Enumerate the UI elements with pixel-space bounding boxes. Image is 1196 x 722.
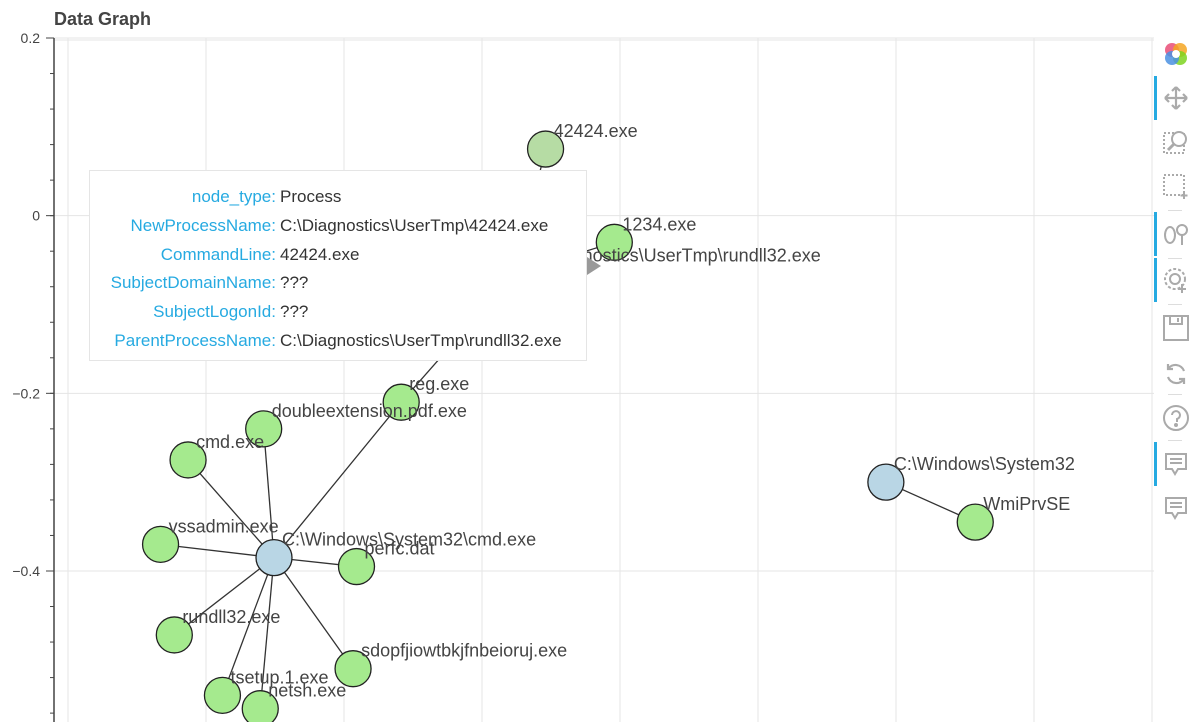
save-icon[interactable] — [1160, 312, 1192, 344]
node-label-n1234: 1234.exe — [622, 214, 696, 234]
node-nwmi — [956, 503, 994, 541]
tooltip-key: NewProcessName: — [130, 216, 277, 236]
hover-icon-2[interactable] — [1160, 492, 1192, 524]
tooltip-row: ParentProcessName: C:\Diagnostics\UserTmp… — [90, 326, 586, 355]
node-nnetsh — [241, 690, 279, 722]
tooltip-value: C:\Diagnostics\UserTmp\rundll32.exe — [280, 330, 562, 350]
y-axis: 0.2 0 −0.2 −0.4 — [12, 30, 55, 722]
tooltip-value: C:\Diagnostics\UserTmp\42424.exe — [280, 216, 549, 236]
edge-line — [160, 543, 275, 559]
toolbar-divider — [1168, 210, 1182, 211]
tooltip-value: ??? — [280, 302, 309, 322]
node-label-nvss: vssadmin.exe — [169, 516, 279, 536]
node-cmd_parent — [255, 539, 293, 577]
edge-line — [221, 557, 275, 696]
node-label-n42424: 42424.exe — [554, 121, 638, 141]
network-plot[interactable]: 0.2 0 −0.2 −0.4 C:\Windows\System32\cmd.exe… — [0, 0, 1154, 722]
edge-line — [259, 557, 275, 709]
tooltip-value: 42424.exe — [280, 244, 360, 264]
node-ndouble — [245, 410, 283, 448]
node-nrundll — [155, 616, 193, 654]
reset-icon[interactable] — [1160, 358, 1192, 390]
zoom-icon[interactable] — [1160, 126, 1192, 158]
node-n1234 — [595, 223, 633, 261]
node-wmi_parent — [867, 463, 905, 501]
edge-line — [173, 557, 275, 636]
toolbar-divider — [1168, 394, 1182, 395]
tooltip-key: CommandLine: — [160, 244, 276, 264]
node-label-ncmd: cmd.exe — [196, 432, 264, 452]
node-label-ndouble: doubleextension.pdf.exe — [272, 401, 467, 421]
toolbar-divider — [1168, 258, 1182, 259]
y-tick-label: 0.2 — [21, 30, 41, 46]
edge-line — [273, 557, 354, 670]
node-ntsetup — [203, 676, 242, 715]
tooltip-row: SubjectDomainName:??? — [90, 269, 586, 298]
toolbar-divider — [1168, 304, 1182, 305]
lasso-icon[interactable] — [1154, 212, 1192, 256]
tooltip-row: node_type: Process — [90, 183, 586, 212]
toolbar-divider — [1168, 440, 1182, 441]
edge-line — [273, 401, 402, 559]
chart-title: Data Graph — [54, 9, 152, 29]
node-label-nperfc: perfc.dat — [365, 539, 435, 559]
node-label-wmi_parent: C:\Windows\System32 — [894, 454, 1075, 474]
tooltip-row: CommandLine: 42424.exe — [90, 240, 586, 269]
edge-line — [187, 459, 275, 559]
tooltip-key: SubjectLogonId: — [153, 302, 276, 322]
node-label-nreg: reg.exe — [409, 374, 469, 394]
node-label-ntsetup: tsetup.1.exe — [230, 667, 328, 687]
y-tick-label: −0.2 — [12, 385, 40, 401]
tooltip-value: ??? — [280, 273, 309, 293]
node-nreg — [382, 383, 420, 421]
toolbar — [1154, 36, 1196, 722]
tooltip-row: SubjectLogonId:??? — [90, 298, 586, 327]
node-label-nsdop: sdopfjiowtbkjfnbeioruj.exe — [361, 641, 567, 661]
y-tick-label: −0.4 — [12, 563, 40, 579]
tooltip-row: NewProcessName: C:\Diagnostics\UserTmp\42… — [90, 212, 586, 241]
node-label-nwmi: WmiPrvSE — [983, 494, 1070, 514]
node-label-cmd_parent: C:\Windows\System32\cmd.exe — [282, 530, 536, 550]
tooltip-key: node_type: — [191, 187, 276, 207]
node-n42424 — [526, 130, 565, 168]
tooltip-value: Process — [280, 187, 342, 207]
node-ncmd — [169, 441, 207, 479]
node-label-nrundll: rundll32.exe — [182, 607, 280, 627]
tooltip-key: ParentProcessName: — [114, 330, 276, 350]
node-labels: C:\Windows\System32\cmd.exe C:\Diagnostic… — [169, 121, 1075, 701]
node-nvss — [141, 525, 180, 563]
node-label-nnetsh: netsh.exe — [268, 681, 346, 701]
box-select-icon[interactable] — [1160, 170, 1192, 202]
tap-icon[interactable] — [1154, 258, 1192, 302]
help-icon[interactable] — [1160, 402, 1192, 434]
bokeh-logo-icon — [1160, 38, 1192, 70]
node-nperfc — [337, 547, 376, 586]
node-nsdop — [334, 650, 372, 688]
y-tick-label: 0 — [32, 208, 40, 224]
tooltip-pointer — [587, 257, 601, 275]
edge-line — [263, 428, 275, 558]
pan-icon[interactable] — [1154, 76, 1192, 120]
hover-tooltip: node_type: Process NewProcessName: C:\Diagn… — [89, 170, 587, 361]
hover-icon[interactable] — [1154, 442, 1192, 486]
tooltip-key: SubjectDomainName: — [110, 273, 276, 293]
